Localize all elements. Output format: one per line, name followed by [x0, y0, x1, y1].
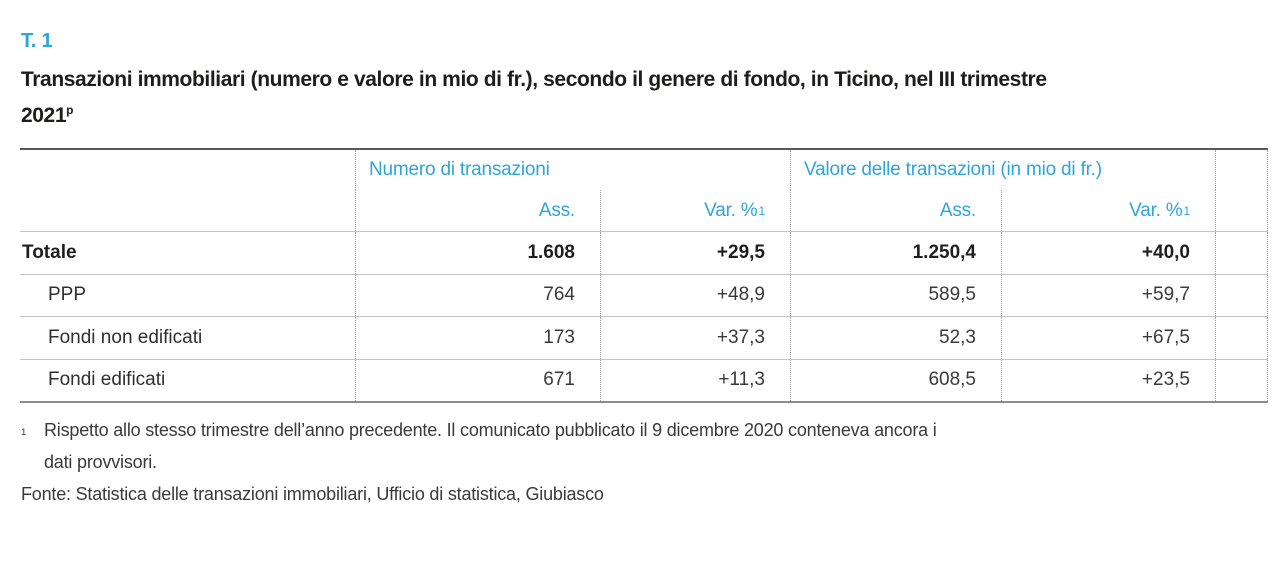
footnote-1: 1 Rispetto allo stesso trimestre dell’an…	[21, 414, 1251, 478]
cell-number-var: +37,3	[600, 317, 790, 359]
row-label: Fondi non edificati	[48, 326, 203, 348]
group-header-empty	[20, 150, 355, 190]
sub-header-label: Var. %	[1129, 199, 1183, 221]
table-row-ppp: PPP 764 +48,9 589,5 +59,7	[20, 274, 1268, 317]
table-row-fondi-edificati: Fondi edificati 671 +11,3 608,5 +23,5	[20, 359, 1268, 403]
column-group-header-row: Numero di transazioni Valore delle trans…	[20, 150, 1268, 190]
footnote-text: Rispetto allo stesso trimestre dell’anno…	[44, 414, 1251, 478]
sub-header-gutter	[1215, 190, 1268, 231]
source-line: Fonte: Statistica delle transazioni immo…	[21, 484, 604, 504]
cell-value-var: +40,0	[1001, 232, 1215, 274]
table-row-totale: Totale 1.608 +29,5 1.250,4 +40,0	[20, 232, 1268, 275]
row-label: Totale	[22, 241, 77, 263]
cell-number-var: +48,9	[600, 274, 790, 316]
cell-value-ass: 589,5	[790, 274, 1001, 316]
title-line-1: Transazioni immobiliari (numero e valore…	[21, 68, 1047, 91]
sub-header-label: Ass.	[939, 199, 976, 221]
cell-value-ass: 1.250,4	[790, 232, 1001, 274]
sub-header-label: Var. %	[704, 199, 758, 221]
group-header-value: Valore delle transazioni (in mio di fr.)	[790, 150, 1215, 190]
footnote-line-2: dati provvisori.	[44, 452, 157, 472]
sub-header-var-2: Var. % 1	[1001, 190, 1215, 231]
cell-number-ass: 1.608	[355, 232, 600, 274]
sub-header-label: Ass.	[538, 199, 575, 221]
footnote-line-1: Rispetto allo stesso trimestre dell’anno…	[44, 420, 937, 440]
row-label: Fondi edificati	[48, 369, 166, 391]
cell-value-ass: 52,3	[790, 317, 1001, 359]
row-label: PPP	[48, 284, 87, 306]
cell-number-ass: 671	[355, 359, 600, 401]
cell-number-ass: 173	[355, 317, 600, 359]
sub-header-var-1: Var. % 1	[600, 190, 790, 231]
sub-header-empty	[20, 190, 355, 231]
cell-value-var: +23,5	[1001, 359, 1215, 401]
cell-number-var: +11,3	[600, 359, 790, 401]
cell-value-var: +67,5	[1001, 317, 1215, 359]
table-row-fondi-non-edificati: Fondi non edificati 173 +37,3 52,3 +67,5	[20, 317, 1268, 360]
title-year: 2021	[21, 104, 67, 127]
cell-gutter	[1215, 317, 1268, 359]
cell-value-ass: 608,5	[790, 359, 1001, 401]
footnote-marker: 1	[21, 427, 27, 438]
cell-number-var: +29,5	[600, 232, 790, 274]
group-header-number: Numero di transazioni	[355, 150, 790, 190]
cell-gutter	[1215, 232, 1268, 274]
cell-gutter	[1215, 359, 1268, 401]
footnote-block: 1 Rispetto allo stesso trimestre dell’an…	[21, 414, 1251, 510]
cell-gutter	[1215, 274, 1268, 316]
title-provisional-superscript: p	[66, 103, 74, 117]
page-title: Transazioni immobiliari (numero e valore…	[21, 64, 1266, 131]
cell-number-ass: 764	[355, 274, 600, 316]
sub-header-row: Ass. Var. % 1 Ass. Var. % 1	[20, 190, 1268, 232]
group-header-gutter	[1215, 150, 1268, 190]
cell-value-var: +59,7	[1001, 274, 1215, 316]
transactions-table: Numero di transazioni Valore delle trans…	[20, 148, 1268, 403]
table-number-tag: T. 1	[21, 30, 53, 52]
sub-header-ass-2: Ass.	[790, 190, 1001, 231]
sub-header-ass-1: Ass.	[355, 190, 600, 231]
